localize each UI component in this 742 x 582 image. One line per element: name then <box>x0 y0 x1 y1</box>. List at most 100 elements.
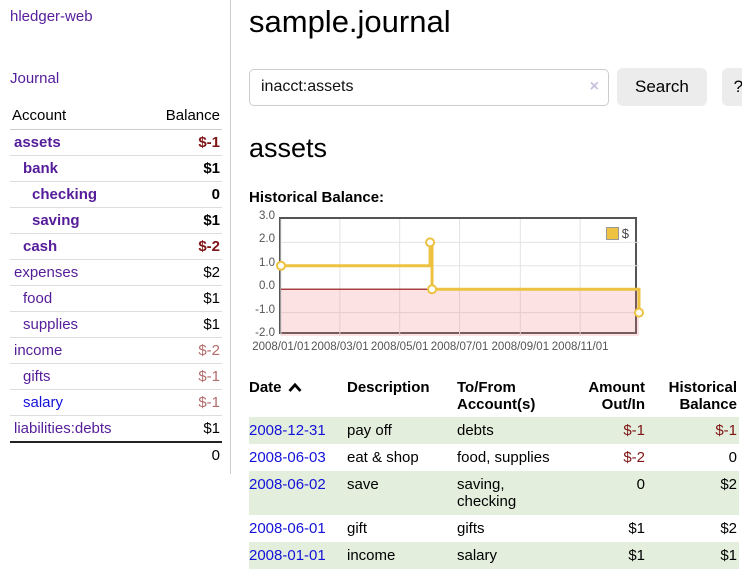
search-wrap: × <box>249 68 609 106</box>
register-cell-balance: $1 <box>647 542 739 569</box>
account-balance: 0 <box>145 181 222 208</box>
sidebar-account-link-bank[interactable]: bank <box>23 160 59 177</box>
chart-canvas <box>276 219 644 336</box>
register-cell-amount: $1 <box>628 520 645 537</box>
accounts-header-balance: Balance <box>145 104 222 130</box>
register-row: 2008-12-31 pay off debts $-1 $-1 <box>249 417 739 444</box>
sidebar-account-link-salary[interactable]: salary <box>23 394 64 411</box>
account-row: income $-2 <box>10 337 222 364</box>
register-cell-balance: 0 <box>728 449 737 466</box>
account-balance: $2 <box>145 259 222 286</box>
register-cell-accounts: debts <box>457 417 563 444</box>
account-row: food $1 <box>10 285 222 312</box>
register-cell-description: eat & shop <box>347 449 419 466</box>
x-axis-tick-label: 2008/09/01 <box>491 341 550 353</box>
accounts-header-account: Account <box>10 104 146 130</box>
x-axis-tick-label: 2008/11/01 <box>551 341 609 353</box>
account-balance: $-1 <box>145 129 222 156</box>
search-row: × Search ? <box>249 68 742 106</box>
help-button[interactable]: ? <box>721 68 742 106</box>
accounts-total-value: 0 <box>211 447 220 464</box>
register-cell-description: gift <box>347 520 368 537</box>
y-axis-tick-label: 3.0 <box>259 210 275 222</box>
account-balance: $1 <box>145 285 222 312</box>
sidebar-account-link-liabilities-debts[interactable]: liabilities:debts <box>14 420 112 437</box>
register-header-amount: Amount Out/In <box>588 379 645 413</box>
account-balance: $1 <box>145 311 222 338</box>
y-axis-tick-label: 2.0 <box>259 233 275 246</box>
y-axis-tick-label: 1.0 <box>259 256 275 269</box>
search-input[interactable] <box>249 68 609 106</box>
account-balance: $1 <box>145 207 222 234</box>
sidebar-account-link-cash[interactable]: cash <box>23 238 58 255</box>
transaction-date-link[interactable]: 2008-01-01 <box>249 547 326 564</box>
legend-label: $ <box>621 226 629 241</box>
sidebar-account-link-supplies[interactable]: supplies <box>23 316 79 333</box>
y-axis-tick-label: -1.0 <box>255 303 275 316</box>
sort-ascending-icon <box>287 380 302 397</box>
accounts-total-row: 0 <box>10 442 222 468</box>
register-cell-description: save <box>347 471 457 515</box>
register-row: 2008-01-01 income salary $1 $1 <box>249 542 739 569</box>
x-axis-tick-label: 2008/05/01 <box>370 341 429 353</box>
sidebar: hledger-web Journal Account Balance asse… <box>0 0 231 474</box>
brand-link[interactable]: hledger-web <box>10 8 93 25</box>
transaction-date-link[interactable]: 2008-06-02 <box>249 476 326 493</box>
chart-label: Historical Balance: <box>249 189 385 206</box>
register-header-date[interactable]: Date <box>249 377 347 417</box>
sidebar-account-link-expenses[interactable]: expenses <box>14 264 79 281</box>
transaction-date-link[interactable]: 2008-12-31 <box>249 422 326 439</box>
register-cell-date: 2008-06-02 <box>249 471 347 515</box>
register-header-description: Description <box>347 379 430 396</box>
account-row: salary $-1 <box>10 389 222 416</box>
clear-search-icon[interactable]: × <box>589 77 599 95</box>
chart-plot-area: $ <box>276 217 644 336</box>
account-balance: $-1 <box>145 389 222 416</box>
register-header-balance: Historical Balance <box>668 379 737 413</box>
account-row: checking 0 <box>10 181 222 208</box>
register-row: 2008-06-03 eat & shop food, supplies $-2 0 <box>249 444 739 471</box>
account-row: assets $-1 <box>10 129 222 156</box>
transaction-date-link[interactable]: 2008-06-01 <box>249 520 326 537</box>
y-axis-tick-label: 0.0 <box>259 280 275 293</box>
sidebar-account-link-checking[interactable]: checking <box>32 186 98 203</box>
register-cell-balance: $2 <box>647 471 739 515</box>
x-axis-tick-label: 2008/07/01 <box>430 341 489 353</box>
register-row: 2008-06-02 save saving, checking 0 $2 <box>249 471 739 515</box>
chart-legend: $ <box>604 225 630 242</box>
journal-nav: Journal <box>10 70 230 87</box>
search-button[interactable]: Search <box>617 68 707 106</box>
sidebar-account-link-food[interactable]: food <box>23 290 53 307</box>
account-row: gifts $-1 <box>10 363 222 390</box>
x-axis-tick-label: 2008/01/01 <box>252 341 310 353</box>
accounts-table: Account Balance assets $-1 bank $1 checking 0… <box>10 104 222 468</box>
account-row: saving $1 <box>10 207 222 234</box>
date-header-label: Date <box>249 379 282 396</box>
account-balance: $1 <box>145 155 222 182</box>
app: hledger-web Journal Account Balance asse… <box>0 0 742 569</box>
register-cell-date: 2008-06-03 <box>249 444 347 471</box>
sidebar-account-link-saving[interactable]: saving <box>32 212 80 229</box>
account-row: cash $-2 <box>10 233 222 260</box>
account-row: bank $1 <box>10 155 222 182</box>
journal-link[interactable]: Journal <box>10 70 60 87</box>
register-cell-balance: $-1 <box>647 417 739 444</box>
register-cell-accounts: food, supplies <box>457 449 550 466</box>
brand: hledger-web <box>10 8 230 25</box>
register-cell-date: 2008-01-01 <box>249 542 347 569</box>
sidebar-inner: hledger-web Journal Account Balance asse… <box>0 0 231 474</box>
legend-swatch-icon <box>605 227 619 240</box>
transaction-date-link[interactable]: 2008-06-03 <box>249 449 326 466</box>
account-heading: assets <box>249 133 328 163</box>
account-balance: $-2 <box>145 337 222 364</box>
register-cell-amount: $1 <box>563 542 647 569</box>
register-cell-description: income <box>347 542 457 569</box>
y-axis-tick-label: -2.0 <box>255 327 275 339</box>
sidebar-account-link-gifts[interactable]: gifts <box>23 368 51 385</box>
register-cell-amount: 0 <box>563 471 647 515</box>
sidebar-account-link-assets[interactable]: assets <box>14 134 61 151</box>
register-cell-accounts: gifts <box>457 520 485 537</box>
sidebar-account-link-income[interactable]: income <box>14 342 63 359</box>
register-cell-date: 2008-12-31 <box>249 417 347 444</box>
register-cell-amount: $-2 <box>623 449 645 466</box>
